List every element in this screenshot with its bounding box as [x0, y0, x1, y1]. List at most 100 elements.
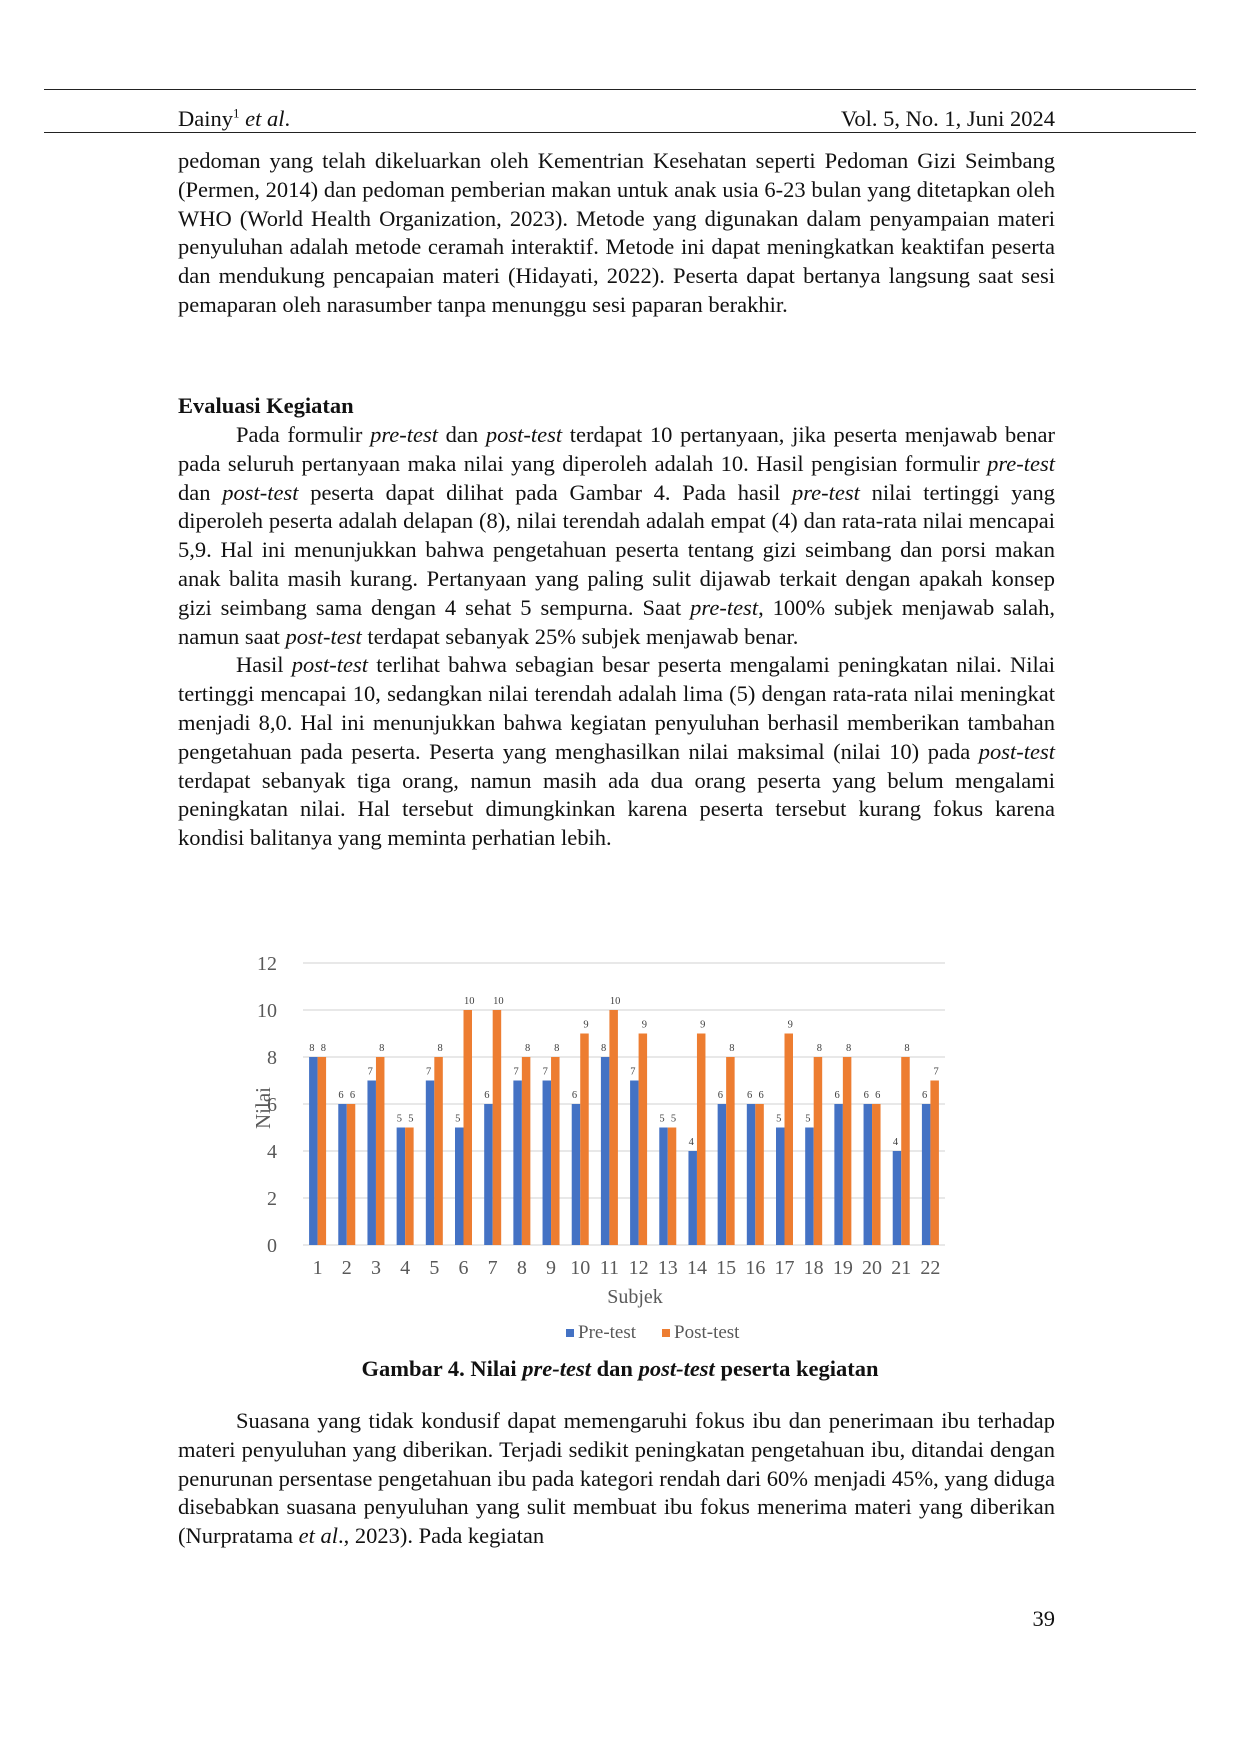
post-test-bar	[930, 1080, 939, 1245]
running-header-volume: Vol. 5, No. 1, Juni 2024	[841, 106, 1055, 131]
x-tick-label: 2	[342, 1257, 352, 1279]
x-tick-label: 7	[488, 1257, 498, 1279]
post-test-bar	[492, 1010, 502, 1245]
p2-italic: pre-test	[987, 450, 1055, 476]
data-label: 9	[583, 1020, 588, 1031]
p2-italic: pre-test	[370, 422, 438, 447]
data-label: 8	[321, 1043, 326, 1054]
x-tick-label: 22	[920, 1257, 940, 1279]
pre-test-bar	[455, 1127, 464, 1245]
pre-test-bar	[659, 1127, 668, 1245]
data-label: 6	[834, 1090, 839, 1101]
y-tick-label: 2	[267, 1188, 277, 1210]
legend-label-pre-test: Pre-test	[578, 1322, 637, 1343]
data-label: 5	[805, 1114, 810, 1125]
y-tick-label: 8	[267, 1047, 277, 1069]
x-tick-label: 18	[804, 1257, 824, 1279]
data-label: 6	[350, 1090, 355, 1101]
paragraph-4: Suasana yang tidak kondusif dapat memeng…	[178, 1407, 1055, 1551]
legend-swatch-post-test	[662, 1329, 670, 1337]
data-label: 10	[464, 996, 475, 1007]
legend-label-post-test: Post-test	[674, 1322, 740, 1343]
p2-italic: post-test	[285, 623, 362, 649]
data-label: 8	[601, 1043, 606, 1054]
section-heading: Evaluasi Kegiatan	[178, 393, 354, 418]
caption-text: peserta kegiatan	[714, 1356, 879, 1381]
x-tick-label: 3	[371, 1257, 381, 1279]
page-number: 39	[1032, 1606, 1056, 1631]
post-test-bar	[346, 1104, 356, 1245]
post-test-bar	[784, 1033, 793, 1245]
data-label: 8	[904, 1043, 909, 1054]
p2-text: dan	[437, 422, 486, 447]
data-label: 7	[513, 1067, 518, 1078]
pre-test-bar	[630, 1080, 639, 1245]
pre-test-bar	[484, 1104, 493, 1245]
y-axis-ticks: 0 2 4 6 8 10 12	[257, 953, 277, 1257]
post-test-bar	[551, 1057, 560, 1245]
p4-text: Suasana yang tidak kondusif dapat memeng…	[178, 1408, 1055, 1549]
pre-test-bar	[863, 1104, 873, 1245]
data-label: 9	[642, 1020, 647, 1031]
p4-italic: et al	[298, 1523, 338, 1549]
post-test-bar	[405, 1127, 414, 1245]
data-label: 6	[922, 1090, 927, 1101]
post-test-bar	[872, 1104, 881, 1245]
x-axis-ticks: 1 2 3 4 5 6 7 8 9 10 11 12 13 14 15 16 17 18 19 20 21 22	[313, 1257, 941, 1279]
data-label: 6	[875, 1090, 880, 1101]
p2-italic: post-test	[485, 422, 563, 447]
x-tick-label: 5	[429, 1257, 439, 1279]
x-tick-label: 1	[313, 1257, 323, 1279]
p3-italic: post-test	[978, 738, 1055, 764]
x-tick-label: 20	[862, 1257, 882, 1279]
pre-test-bar	[338, 1104, 347, 1245]
caption-text: Gambar 4. Nilai	[361, 1356, 523, 1381]
x-tick-label: 11	[600, 1257, 619, 1279]
data-label: 6	[747, 1090, 752, 1101]
x-tick-label: 17	[775, 1257, 795, 1279]
pre-test-bar	[921, 1104, 931, 1245]
post-test-bar	[901, 1057, 910, 1245]
data-label: 5	[397, 1114, 402, 1125]
pre-test-bar	[396, 1127, 406, 1245]
post-test-bar	[667, 1127, 677, 1245]
data-label: 8	[729, 1043, 734, 1054]
x-tick-label: 9	[546, 1257, 556, 1279]
data-label: 10	[493, 996, 504, 1007]
data-label: 6	[338, 1090, 343, 1101]
post-test-bar	[726, 1057, 735, 1245]
pre-test-bar	[309, 1057, 318, 1245]
data-label: 6	[484, 1090, 489, 1101]
paragraph-3: Hasil post-test terlihat bahwa sebagian …	[178, 651, 1055, 853]
x-tick-label: 13	[658, 1257, 678, 1279]
chart-bars	[309, 1010, 939, 1245]
author-superscript: 1	[233, 105, 240, 121]
pre-test-bar	[717, 1104, 727, 1245]
p3-text: terdapat sebanyak tiga orang, namun masi…	[178, 767, 1055, 851]
post-test-bar	[434, 1057, 443, 1245]
pre-test-bar	[571, 1104, 581, 1245]
pre-test-bar	[834, 1104, 843, 1245]
post-test-bar	[463, 1010, 472, 1245]
p2-italic: pre-test	[791, 479, 860, 505]
data-label: 8	[309, 1043, 314, 1054]
data-label: 10	[610, 996, 621, 1007]
data-label: 5	[455, 1114, 460, 1125]
data-label: 6	[758, 1090, 763, 1101]
pre-test-bar	[513, 1080, 522, 1245]
post-test-bar	[580, 1033, 589, 1245]
data-label: 6	[718, 1090, 723, 1101]
data-label: 8	[846, 1043, 851, 1054]
data-label: 7	[426, 1067, 431, 1078]
post-test-bar	[375, 1057, 385, 1245]
data-label: 8	[817, 1043, 822, 1054]
data-label: 5	[671, 1114, 676, 1125]
chart-legend: Pre-test Post-test	[566, 1322, 740, 1343]
x-tick-label: 14	[687, 1257, 707, 1279]
y-tick-label: 0	[267, 1235, 277, 1257]
evaluation-text-block: Pada formulir pre-test dan post-test ter…	[178, 421, 1055, 853]
data-label: 7	[630, 1067, 635, 1078]
post-test-bar	[609, 1010, 618, 1245]
paragraph-4-block: Suasana yang tidak kondusif dapat memeng…	[178, 1407, 1055, 1551]
pre-test-bar	[805, 1127, 814, 1245]
